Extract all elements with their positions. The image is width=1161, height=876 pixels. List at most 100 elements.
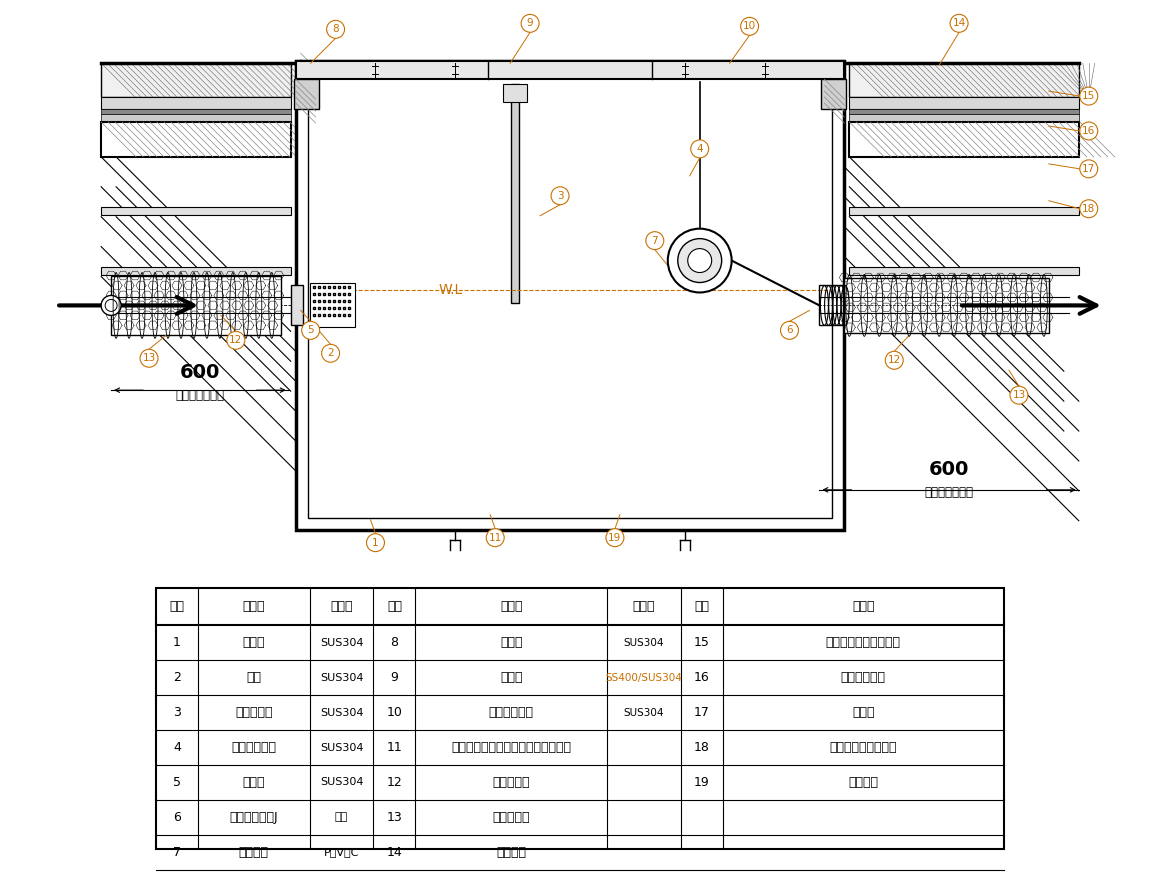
Bar <box>503 84 527 102</box>
Bar <box>822 79 846 109</box>
Circle shape <box>326 20 345 39</box>
Bar <box>820 286 844 325</box>
Text: 材　質: 材 質 <box>633 600 655 613</box>
Text: 流入管: 流入管 <box>243 776 265 789</box>
Text: 12: 12 <box>229 336 243 345</box>
Bar <box>296 97 844 102</box>
Circle shape <box>606 529 623 547</box>
Circle shape <box>140 350 158 367</box>
Text: 固定バンド: 固定バンド <box>492 811 529 823</box>
Text: 品　名: 品 名 <box>500 600 522 613</box>
Circle shape <box>668 229 731 293</box>
Text: 11: 11 <box>387 741 403 754</box>
Circle shape <box>101 295 121 315</box>
Bar <box>850 97 1079 109</box>
Text: 1: 1 <box>373 538 378 548</box>
Circle shape <box>886 351 903 369</box>
Text: 耗火被覆材（けい酸カルシウム板）: 耗火被覆材（けい酸カルシウム板） <box>452 741 571 754</box>
Text: 受　枠: 受 枠 <box>500 636 522 649</box>
Bar <box>101 114 290 122</box>
Circle shape <box>780 321 799 339</box>
Text: 品　名: 品 名 <box>243 600 265 613</box>
Text: 品　名: 品 名 <box>852 600 874 613</box>
Text: 17: 17 <box>1082 164 1096 173</box>
Circle shape <box>687 249 712 272</box>
Text: 16: 16 <box>1082 126 1096 136</box>
Bar <box>101 63 290 97</box>
Text: 11: 11 <box>489 533 502 543</box>
Text: 600: 600 <box>929 461 969 479</box>
Circle shape <box>691 140 708 158</box>
Text: 16: 16 <box>694 671 709 684</box>
Text: SUS304: SUS304 <box>319 708 363 717</box>
Text: 1: 1 <box>173 636 181 649</box>
Text: 10: 10 <box>387 706 403 719</box>
Text: 18: 18 <box>694 741 709 754</box>
Text: 材　質: 材 質 <box>331 600 353 613</box>
Text: 4: 4 <box>173 741 181 754</box>
Text: 吹り金具: 吹り金具 <box>849 776 879 789</box>
Bar <box>101 122 290 157</box>
Bar <box>101 266 290 274</box>
Text: 10: 10 <box>743 21 756 32</box>
Bar <box>850 266 1079 274</box>
Circle shape <box>521 14 539 32</box>
Text: 8: 8 <box>390 636 398 649</box>
Bar <box>296 61 844 79</box>
Text: ふ　た: ふ た <box>500 671 522 684</box>
Bar <box>850 109 1079 114</box>
Text: 9: 9 <box>527 18 533 28</box>
Text: 3: 3 <box>557 191 563 201</box>
Text: 18: 18 <box>1082 204 1096 214</box>
Bar <box>511 84 519 303</box>
Text: SUS304: SUS304 <box>319 743 363 752</box>
Circle shape <box>1010 386 1027 404</box>
Text: 19: 19 <box>694 776 709 789</box>
Bar <box>850 63 1079 97</box>
Circle shape <box>302 321 319 339</box>
Text: 固定用ピース: 固定用ピース <box>489 706 534 719</box>
Text: 5: 5 <box>173 776 181 789</box>
Bar <box>101 97 290 109</box>
Text: フレキシブルJ: フレキシブルJ <box>230 811 279 823</box>
Text: 増し打ちコンクリート: 増し打ちコンクリート <box>825 636 901 649</box>
Text: 【別途工事　】: 【別途工事 】 <box>175 389 224 401</box>
Circle shape <box>1080 160 1098 178</box>
Bar <box>850 207 1079 215</box>
Text: 部番: 部番 <box>694 600 709 613</box>
Text: SUS304: SUS304 <box>319 777 363 788</box>
Circle shape <box>551 187 569 205</box>
Text: 7: 7 <box>651 236 658 245</box>
Text: 部番: 部番 <box>387 600 402 613</box>
Text: 本　体: 本 体 <box>243 636 265 649</box>
Circle shape <box>226 331 245 350</box>
Circle shape <box>1080 200 1098 218</box>
Text: 床仕上げ: 床仕上げ <box>496 845 526 858</box>
Bar <box>294 79 318 109</box>
Text: トラップ: トラップ <box>239 845 269 858</box>
Text: 15: 15 <box>1082 91 1096 101</box>
Bar <box>111 276 281 336</box>
Text: SUS304: SUS304 <box>623 638 664 648</box>
Text: 12: 12 <box>387 776 403 789</box>
Text: 受笼: 受笼 <box>246 671 261 684</box>
Bar <box>850 114 1079 122</box>
Text: 耗火被覆材: 耗火被覆材 <box>492 776 529 789</box>
Text: 14: 14 <box>387 845 403 858</box>
Text: 12: 12 <box>888 356 901 365</box>
Text: 2: 2 <box>327 349 334 358</box>
Text: 8: 8 <box>332 25 339 34</box>
Text: SUS304: SUS304 <box>623 708 664 717</box>
Circle shape <box>646 231 664 250</box>
Circle shape <box>486 529 504 547</box>
Bar <box>310 284 354 328</box>
Text: W.L: W.L <box>438 284 462 298</box>
Text: 防水止フック: 防水止フック <box>231 741 276 754</box>
Text: 9: 9 <box>390 671 398 684</box>
Text: SUS304: SUS304 <box>319 673 363 682</box>
Text: 15: 15 <box>694 636 709 649</box>
Text: 【別途工事　】: 【別途工事 】 <box>924 486 974 499</box>
Text: 7: 7 <box>173 845 181 858</box>
Text: 6: 6 <box>173 811 181 823</box>
Bar <box>101 109 290 114</box>
